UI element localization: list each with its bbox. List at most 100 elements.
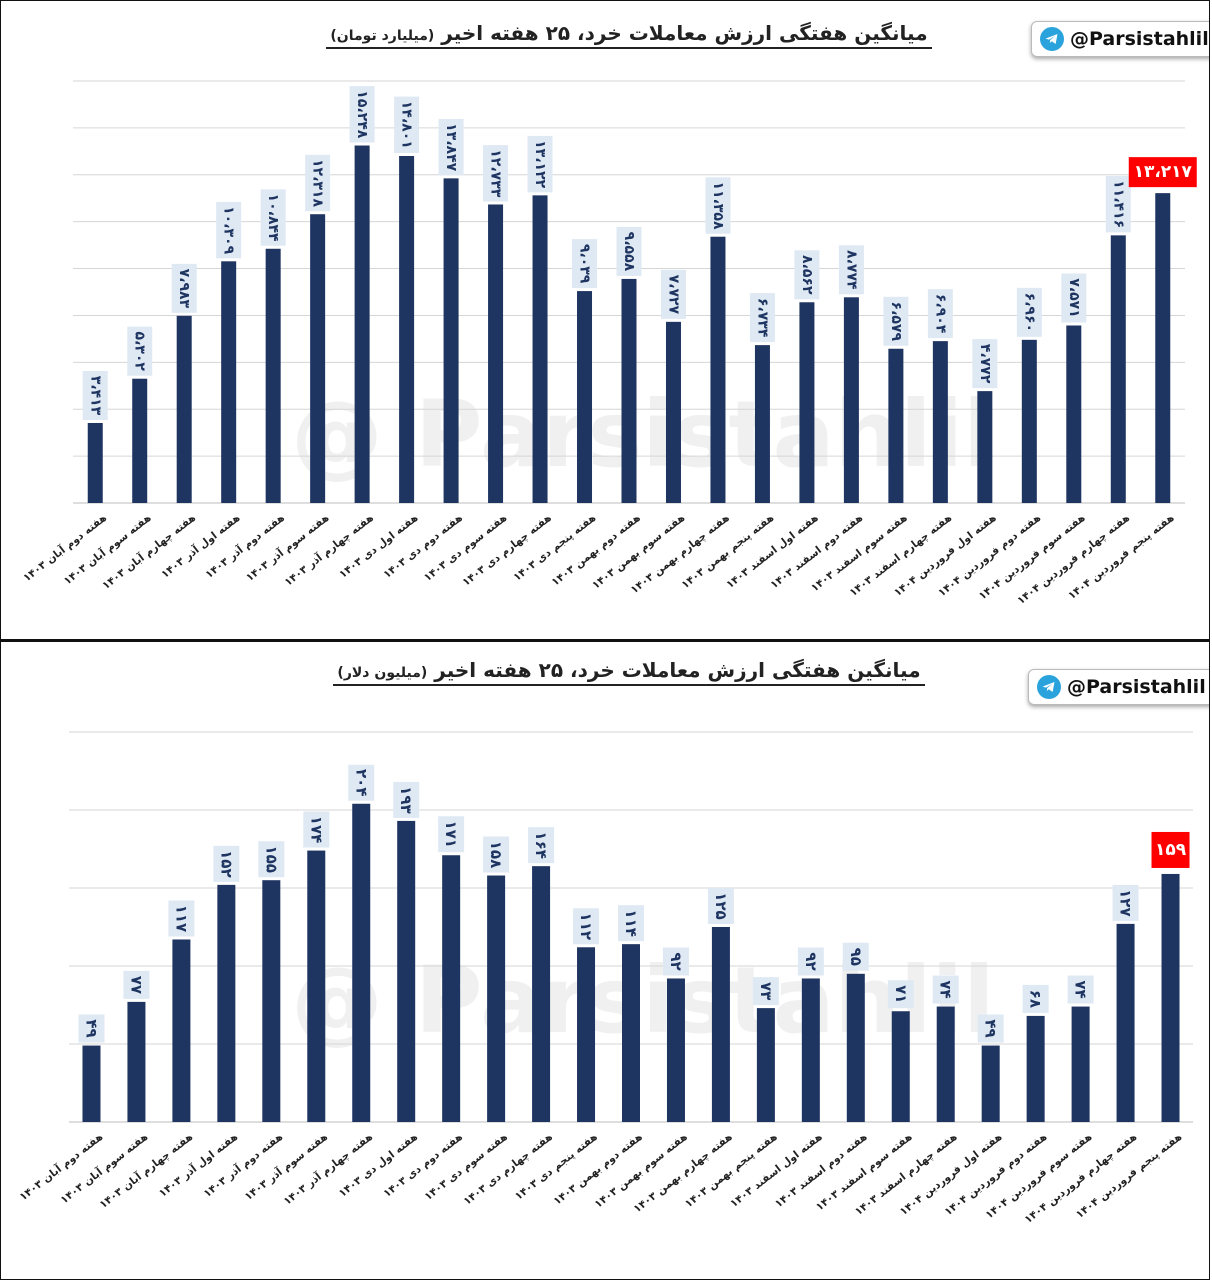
chart-title-text: میانگین هفتگی ارزش معاملات خرد، ۲۵ هفته … (441, 21, 928, 45)
brand-badge[interactable]: @Parsistahlil (1031, 21, 1209, 57)
category-label: هفته دوم آبان ۱۴۰۳ (21, 511, 110, 584)
value-label: ۱۹۳ (397, 786, 415, 813)
bar (487, 875, 506, 1122)
value-label-bg (393, 781, 420, 818)
bar (756, 1008, 775, 1122)
value-label: ۱۵۵ (262, 845, 280, 872)
value-label: ۱۱،۴۱۶ (1110, 180, 1126, 228)
bar (87, 422, 103, 503)
value-label-group: ۱۰،۸۴۴ (260, 189, 286, 246)
value-label-group: ۳،۴۱۳ (82, 370, 108, 420)
category-label: هفته اول دی ۱۴۰۳ (337, 512, 420, 581)
value-label: ۶۸ (1027, 990, 1045, 1008)
value-label-group: ۸،۷۷۴ (838, 245, 864, 295)
value-label-group: ۱۴،۸۰۱ (394, 96, 420, 153)
bar (82, 1045, 101, 1122)
value-label: ۱۵۹ (1155, 840, 1187, 860)
bar (310, 214, 326, 503)
value-label-group: ۱۷۱ (438, 816, 465, 853)
value-label-bg (349, 86, 375, 143)
value-label-group: ۹،۰۳۹ (572, 239, 598, 289)
value-label: ۷،۵۷۱ (1066, 278, 1082, 318)
value-label-group: ۱۵۸ (483, 836, 510, 873)
bar (352, 803, 371, 1122)
value-label-bg (1067, 975, 1094, 1004)
bar (217, 884, 236, 1122)
bar (577, 291, 593, 503)
value-label-group: ۱۲۵ (707, 888, 734, 924)
value-label-bg (78, 1014, 105, 1043)
value-label-bg (749, 293, 775, 343)
bar (172, 939, 191, 1122)
value-label-bg (977, 1014, 1004, 1043)
category-label: هفته دوم آذر ۱۴۰۳ (203, 511, 287, 581)
value-label-group: ۹،۵۵۸ (616, 226, 642, 276)
value-label: ۱۵۲ (217, 850, 235, 877)
bar (1021, 339, 1037, 503)
chart-unit-text: (میلیون دلار) (337, 665, 428, 681)
value-label: ۹۵ (847, 948, 865, 966)
value-label: ۱۲،۳۱۸ (310, 159, 326, 207)
bar (665, 321, 681, 503)
value-label-group: ۱۱۴ (618, 905, 644, 942)
value-label: ۱۳،۸۴۷ (443, 123, 459, 171)
value-label-group: ۱۱۲ (573, 908, 600, 945)
category-label: هفته سوم آذر ۱۴۰۳ (242, 1130, 330, 1203)
value-label-bg (438, 118, 464, 176)
value-label: ۹،۰۳۹ (577, 244, 593, 284)
category-label: هفته سوم دی ۱۴۰۳ (422, 1131, 510, 1203)
value-label-bg (438, 816, 465, 853)
value-label-group: ۵،۳۰۲ (127, 326, 153, 376)
value-label: ۴۹ (82, 1019, 100, 1037)
value-label-bg (348, 764, 375, 801)
value-label: ۱۶۴ (532, 831, 550, 858)
value-label-bg (483, 145, 509, 202)
category-label: هفته سوم دی ۱۴۰۳ (422, 512, 510, 584)
value-label-bg (573, 908, 600, 945)
bar (127, 1001, 146, 1122)
value-label-bg (1112, 884, 1139, 921)
value-label: ۱۲،۷۳۳ (488, 149, 504, 197)
value-label: ۶،۹۶۰ (1021, 293, 1037, 333)
value-label-group: ۷۱ (887, 980, 914, 1009)
bar (1071, 1006, 1090, 1122)
value-label: ۸،۷۷۴ (843, 250, 859, 290)
value-label-group: ۱۰،۳۰۹ (216, 201, 242, 259)
value-label-group: ۱۳،۱۲۲ (527, 135, 553, 193)
value-label-bg (618, 905, 644, 942)
value-label-group: ۶،۷۳۴ (749, 293, 775, 343)
value-label-bg (483, 836, 510, 873)
bar (442, 855, 461, 1122)
chart-panel-dollar: میانگین هفتگی ارزش معاملات خرد، ۲۵ هفته … (0, 640, 1210, 1280)
value-label-bg (705, 177, 731, 234)
value-label: ۴۹ (982, 1019, 1000, 1037)
value-label-group: ۶،۹۰۴ (927, 289, 953, 339)
category-label: هفته پنجم دی ۱۴۰۳ (511, 512, 598, 584)
value-label: ۳،۴۱۳ (87, 376, 103, 416)
bar (801, 978, 820, 1122)
value-label: ۱۷۱ (442, 821, 460, 848)
category-label: هفته دوم دی ۱۴۰۳ (381, 512, 465, 581)
value-label: ۱۱۷ (172, 905, 190, 932)
brand-badge[interactable]: @Parsistahlil (1028, 669, 1209, 705)
highlight-label-bg (1128, 157, 1197, 188)
brand-handle: @Parsistahlil (1067, 676, 1206, 698)
chart-title-toman: میانگین هفتگی ارزش معاملات خرد، ۲۵ هفته … (1, 21, 1209, 49)
value-label: ۷،۷۲۷ (665, 275, 681, 315)
value-label-bg (528, 827, 555, 864)
value-label: ۱۵۸ (487, 841, 505, 868)
value-label-bg (660, 269, 686, 319)
bar (262, 880, 281, 1122)
highlight-value-label: ۱۳،۲۱۷ (1128, 157, 1197, 188)
bar (1066, 325, 1082, 503)
value-label-bg (883, 296, 909, 346)
chart-panel-toman: میانگین هفتگی ارزش معاملات خرد، ۲۵ هفته … (0, 0, 1210, 640)
value-label-bg (794, 250, 820, 300)
value-label-bg (972, 339, 998, 389)
value-label: ۶،۵۷۹ (888, 302, 904, 342)
value-label: ۷۷ (127, 976, 145, 994)
value-label-group: ۱۲،۳۱۸ (305, 154, 331, 212)
value-label-bg (260, 189, 286, 246)
